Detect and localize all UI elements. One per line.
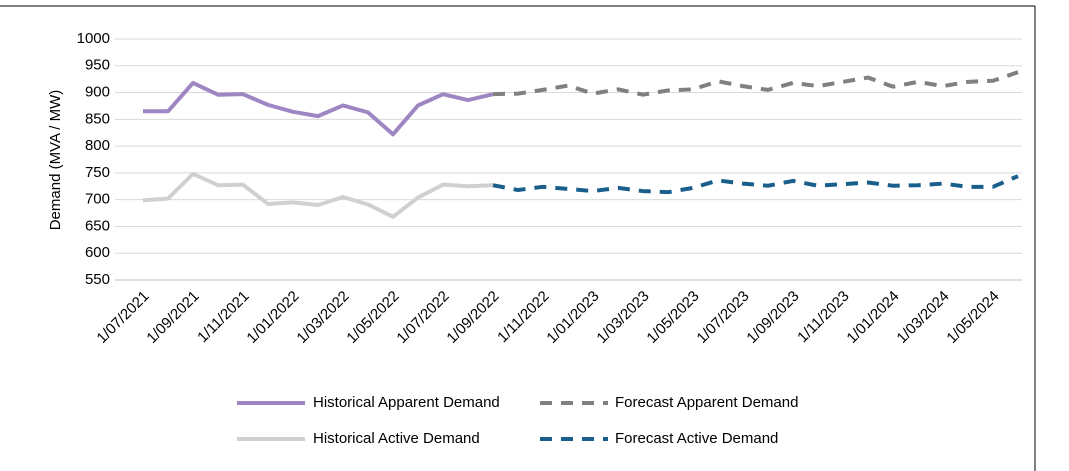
x-tick-label: 1/09/2021 <box>143 288 202 347</box>
series-line <box>142 171 494 219</box>
y-tick-label: 900 <box>85 84 110 101</box>
y-tick-label: 700 <box>85 191 110 208</box>
x-tick-label: 1/03/2022 <box>293 288 352 347</box>
series-line <box>143 80 494 137</box>
x-tick-label: 1/03/2024 <box>893 288 952 347</box>
series-line <box>492 70 1019 97</box>
x-tick-label: 1/01/2023 <box>543 288 602 347</box>
x-tick-label: 1/01/2022 <box>243 288 302 347</box>
y-tick-label: 800 <box>85 137 110 154</box>
y-tick-label: 550 <box>85 271 110 288</box>
x-tick-label: 1/03/2023 <box>593 288 652 347</box>
y-axis-title: Demand (MVA / MW) <box>47 90 64 231</box>
legend-label: Forecast Active Demand <box>615 430 778 447</box>
series-line <box>492 174 1019 195</box>
legend-label: Historical Active Demand <box>313 430 480 447</box>
x-tick-label: 1/09/2022 <box>443 288 502 347</box>
x-tick-label: 1/01/2024 <box>843 288 902 347</box>
y-tick-label: 850 <box>85 110 110 127</box>
x-tick-label: 1/05/2022 <box>343 288 402 347</box>
y-tick-label: 750 <box>85 164 110 181</box>
x-tick-label: 1/11/2022 <box>494 288 552 346</box>
x-tick-label: 1/07/2023 <box>693 288 752 347</box>
x-tick-label: 1/07/2022 <box>393 288 452 347</box>
legend-label: Historical Apparent Demand <box>313 394 500 411</box>
x-tick-label: 1/09/2023 <box>743 288 802 347</box>
legend-label: Forecast Apparent Demand <box>615 394 798 411</box>
y-tick-label: 650 <box>85 217 110 234</box>
x-tick-label: 1/05/2023 <box>643 288 702 347</box>
x-tick-label: 1/11/2021 <box>194 288 252 346</box>
y-tick-label: 950 <box>85 57 110 74</box>
x-tick-label: 1/11/2023 <box>794 288 852 346</box>
y-tick-label: 1000 <box>77 30 110 47</box>
y-tick-label: 600 <box>85 244 110 261</box>
x-tick-label: 1/07/2021 <box>93 288 152 347</box>
x-tick-label: 1/05/2024 <box>943 288 1002 347</box>
